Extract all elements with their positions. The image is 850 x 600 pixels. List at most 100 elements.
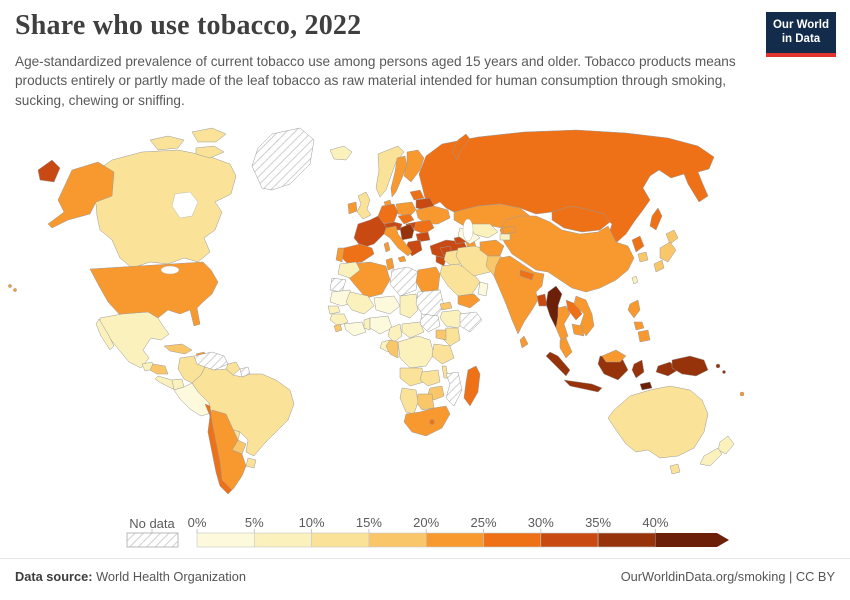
country-baltics[interactable] <box>409 189 425 201</box>
country-timor-leste[interactable] <box>639 381 653 391</box>
country-eritrea[interactable] <box>439 301 453 311</box>
country-nepal[interactable] <box>519 269 535 281</box>
country-greenland[interactable] <box>251 127 315 191</box>
country-philippines-visayas[interactable] <box>633 321 645 331</box>
country-canada-arctic-1[interactable] <box>149 135 185 151</box>
country-canada[interactable] <box>85 149 237 269</box>
country-iceland[interactable] <box>329 145 353 161</box>
country-philippines-mindanao[interactable] <box>637 329 651 343</box>
country-cameroon[interactable] <box>387 323 403 343</box>
country-czechia[interactable] <box>397 213 415 225</box>
country-russia-chukotka[interactable] <box>37 159 61 183</box>
country-niger[interactable] <box>373 295 401 315</box>
country-italy-sicily[interactable] <box>397 255 407 263</box>
country-senegal[interactable] <box>327 305 341 315</box>
country-philippines-luzon[interactable] <box>627 299 641 319</box>
country-russia-novaya-zemlya[interactable] <box>451 133 471 161</box>
country-ghana[interactable] <box>343 321 367 337</box>
country-bangladesh[interactable] <box>536 293 548 307</box>
legend-swatch-20-25[interactable] <box>425 532 484 548</box>
country-central-african-republic[interactable] <box>401 321 425 339</box>
country-portugal[interactable] <box>335 247 345 263</box>
country-japan-honshu[interactable] <box>659 241 677 263</box>
country-mexico-baja[interactable] <box>95 318 115 351</box>
legend-swatch-40-plus-arrow[interactable] <box>655 533 729 547</box>
no-data-swatch[interactable] <box>126 532 179 548</box>
country-mexico[interactable] <box>99 311 170 369</box>
country-russia-sakhalin[interactable] <box>649 207 663 231</box>
country-indonesia-sulawesi[interactable] <box>631 359 645 379</box>
country-canada-arctic-2[interactable] <box>191 127 227 143</box>
legend-swatch-25-30[interactable] <box>483 532 542 548</box>
country-italy-sardinia[interactable] <box>383 241 391 253</box>
country-indonesia-java[interactable] <box>563 379 603 393</box>
country-dr-congo[interactable] <box>397 335 435 369</box>
country-chile[interactable] <box>204 403 233 495</box>
owid-logo[interactable]: Our World in Data <box>766 12 836 57</box>
country-romania[interactable] <box>413 219 435 235</box>
country-united-kingdom[interactable] <box>356 191 372 220</box>
country-tunisia[interactable] <box>385 257 395 271</box>
country-taiwan[interactable] <box>631 275 639 285</box>
country-botswana[interactable] <box>415 393 435 411</box>
country-western-sahara[interactable] <box>329 277 347 293</box>
country-ireland[interactable] <box>347 201 358 215</box>
country-north-korea[interactable] <box>631 235 645 253</box>
country-spain[interactable] <box>339 243 375 265</box>
country-south-sudan[interactable] <box>419 313 441 333</box>
legend-swatch-0-5[interactable] <box>196 532 255 548</box>
country-yemen[interactable] <box>457 293 481 309</box>
country-morocco[interactable] <box>337 261 361 279</box>
country-madagascar[interactable] <box>463 365 481 407</box>
country-tanzania[interactable] <box>431 343 455 365</box>
country-angola[interactable] <box>399 367 425 387</box>
country-vietnam[interactable] <box>573 295 595 337</box>
country-china[interactable] <box>499 215 635 293</box>
country-zambia[interactable] <box>419 369 441 387</box>
footer-link[interactable]: OurWorldinData.org/smoking | CC BY <box>620 569 835 584</box>
country-honduras-nicaragua[interactable] <box>149 363 169 375</box>
country-australia[interactable] <box>607 385 709 459</box>
country-chad[interactable] <box>399 293 419 319</box>
country-namibia[interactable] <box>399 387 419 415</box>
country-oman[interactable] <box>477 281 489 297</box>
country-malaysia-east[interactable] <box>601 349 627 363</box>
country-thailand[interactable] <box>555 305 571 343</box>
country-bulgaria[interactable] <box>415 231 431 243</box>
country-indonesia-sumatra[interactable] <box>545 351 571 377</box>
legend-swatch-15-20[interactable] <box>368 532 427 548</box>
country-congo[interactable] <box>385 339 399 359</box>
country-sri-lanka[interactable] <box>519 335 529 349</box>
country-lesotho[interactable] <box>429 419 435 425</box>
country-japan-hokkaido[interactable] <box>665 229 679 245</box>
country-sudan[interactable] <box>415 289 445 317</box>
country-egypt[interactable] <box>415 266 441 293</box>
legend-swatch-10-15[interactable] <box>311 532 370 548</box>
country-papua-new-guinea[interactable] <box>671 355 709 377</box>
country-usa-alaska[interactable] <box>47 161 115 229</box>
country-uruguay[interactable] <box>245 457 257 469</box>
country-australia-tasmania[interactable] <box>669 463 681 475</box>
legend-swatch-30-35[interactable] <box>540 532 599 548</box>
country-fiji[interactable] <box>739 391 745 397</box>
country-usa[interactable] <box>89 261 219 327</box>
country-solomon-islands[interactable] <box>715 363 721 369</box>
country-mozambique[interactable] <box>445 371 463 407</box>
country-finland[interactable] <box>403 149 425 183</box>
country-south-africa[interactable] <box>403 405 451 437</box>
country-somalia[interactable] <box>459 311 483 333</box>
country-nigeria[interactable] <box>369 315 393 335</box>
country-benin[interactable] <box>363 317 371 331</box>
country-kyrgyzstan[interactable] <box>501 225 517 235</box>
country-new-zealand-south[interactable] <box>699 447 723 467</box>
country-cuba[interactable] <box>163 343 193 355</box>
country-usa-hawaii[interactable] <box>8 284 12 288</box>
country-usa-hawaii-2[interactable] <box>13 288 17 292</box>
country-canada-arctic-3[interactable] <box>195 145 225 159</box>
country-japan-kyushu[interactable] <box>653 259 665 273</box>
country-malaysia-peninsula[interactable] <box>559 337 573 359</box>
country-italy[interactable] <box>383 225 413 257</box>
country-ukraine[interactable] <box>415 205 451 225</box>
legend-swatch-5-10[interactable] <box>254 532 312 548</box>
country-uzbekistan[interactable] <box>469 223 499 239</box>
